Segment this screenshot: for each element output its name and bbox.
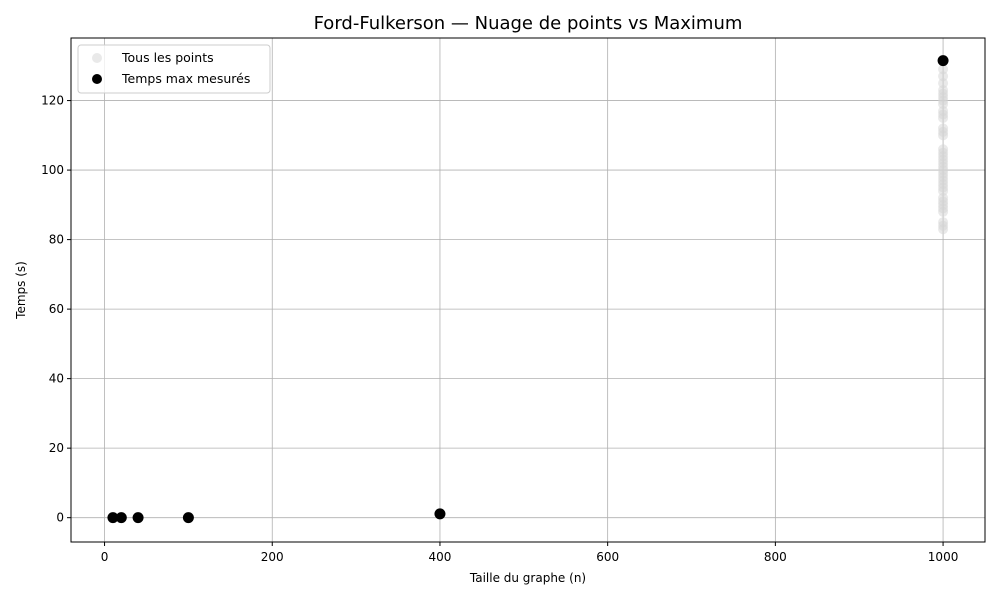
x-axis-label: Taille du graphe (n) [469,571,586,585]
point-all [938,105,949,116]
x-tick-label: 1000 [928,550,959,564]
chart-title: Ford-Fulkerson — Nuage de points vs Maxi… [314,13,743,34]
legend-label-max-times: Temps max mesurés [121,71,250,86]
plot-frame [70,37,986,543]
legend-marker-all-points [92,53,102,63]
point-all [938,144,949,155]
point-max [434,508,446,520]
point-all [938,64,949,75]
data-points [107,55,949,524]
point-max [937,55,949,67]
y-tick-label: 80 [49,233,64,247]
point-max [115,512,127,524]
legend-box [77,44,271,94]
x-tick-label: 600 [596,550,619,564]
legend: Tous les points Temps max mesurés [77,44,271,94]
point-max [107,512,119,524]
point-all [938,192,949,203]
y-tick-label: 20 [49,441,64,455]
point-all [938,123,949,134]
y-tick-label: 60 [49,302,64,316]
x-tick-label: 800 [764,550,787,564]
point-all [938,78,949,89]
point-all [938,71,949,82]
point-max [182,512,194,524]
x-tick-label: 0 [101,550,109,564]
axis-ticks: 0 200 400 600 800 1000 0 20 40 60 80 100 120 [41,94,958,564]
legend-label-all-points: Tous les points [121,50,214,65]
grid [71,38,985,542]
point-all [938,217,949,228]
x-tick-label: 200 [261,550,284,564]
y-tick-label: 0 [56,511,64,525]
x-tick-label: 400 [429,550,452,564]
y-axis-label: Temps (s) [14,261,28,320]
point-all [938,85,949,96]
legend-marker-max-times [92,74,102,84]
y-tick-label: 100 [41,163,64,177]
point-max [132,512,144,524]
y-tick-label: 40 [49,372,64,386]
y-tick-label: 120 [41,94,64,108]
